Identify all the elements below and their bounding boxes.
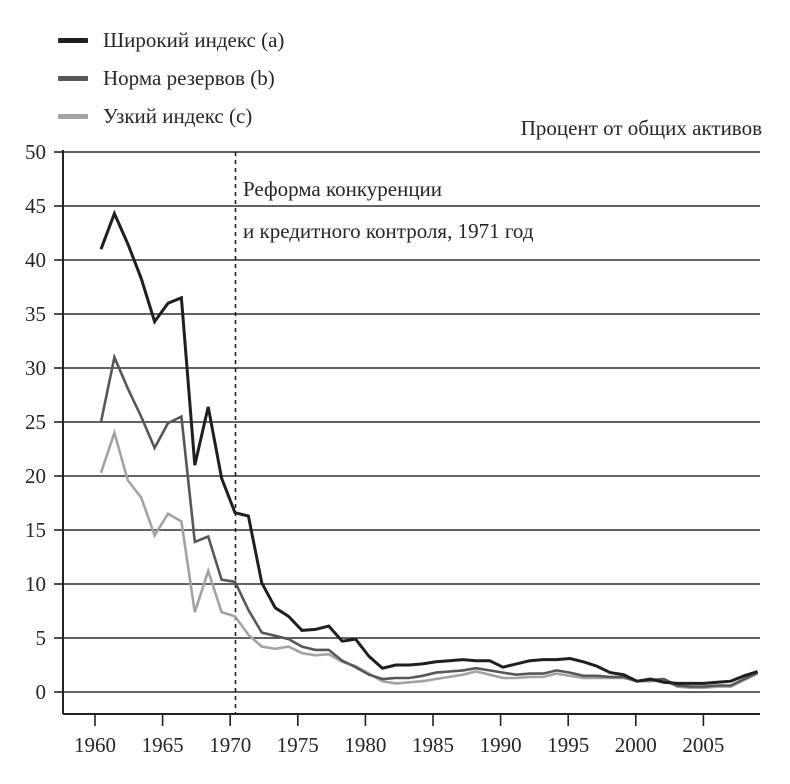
x-tick-label: 1980 <box>344 733 386 757</box>
x-tick-label: 1995 <box>547 733 589 757</box>
legend-item-narrow-index: Узкий индекс (c) <box>58 104 252 128</box>
y-tick-label: 10 <box>25 572 46 596</box>
y-tick-label: 15 <box>25 518 46 542</box>
y-tick-label: 20 <box>25 464 46 488</box>
x-tick-label: 2000 <box>615 733 657 757</box>
legend-label-broad-index: Широкий индекс (a) <box>103 27 285 52</box>
reform-annotation: Реформа конкуренции и кредитного контрол… <box>243 168 534 252</box>
axis-units-title: Процент от общих активов <box>520 116 762 140</box>
legend-label-reserve-ratio: Норма резервов (b) <box>103 65 275 90</box>
y-tick-label: 0 <box>36 680 47 704</box>
legend-label-narrow-index: Узкий индекс (c) <box>103 103 253 128</box>
y-tick-label: 40 <box>25 248 46 272</box>
x-tick-label: 2005 <box>682 733 724 757</box>
y-tick-label: 50 <box>25 140 46 164</box>
y-tick-label: 35 <box>25 302 46 326</box>
x-tick-label: 1990 <box>480 733 522 757</box>
y-tick-label: 25 <box>25 410 46 434</box>
reform-annotation-line1: Реформа конкуренции <box>243 177 443 201</box>
series-line-reserve <box>99 352 759 688</box>
legend-swatch-narrow-index <box>58 113 88 119</box>
y-tick-label: 5 <box>36 626 47 650</box>
legend-swatch-broad-index <box>58 37 88 43</box>
legend-item-broad-index: Широкий индекс (a) <box>58 28 284 52</box>
x-tick-label: 1970 <box>209 733 251 757</box>
x-tick-label: 1975 <box>277 733 319 757</box>
y-tick-label: 45 <box>25 194 46 218</box>
series-line-narrow <box>99 428 759 689</box>
series-line-broad <box>99 209 759 685</box>
x-tick-label: 1965 <box>142 733 184 757</box>
legend-swatch-reserve-ratio <box>58 75 88 81</box>
x-tick-label: 1985 <box>412 733 454 757</box>
y-tick-label: 30 <box>25 356 46 380</box>
reform-annotation-line2: и кредитного контроля, 1971 год <box>243 219 534 243</box>
x-tick-label: 1960 <box>74 733 116 757</box>
legend-item-reserve-ratio: Норма резервов (b) <box>58 66 275 90</box>
